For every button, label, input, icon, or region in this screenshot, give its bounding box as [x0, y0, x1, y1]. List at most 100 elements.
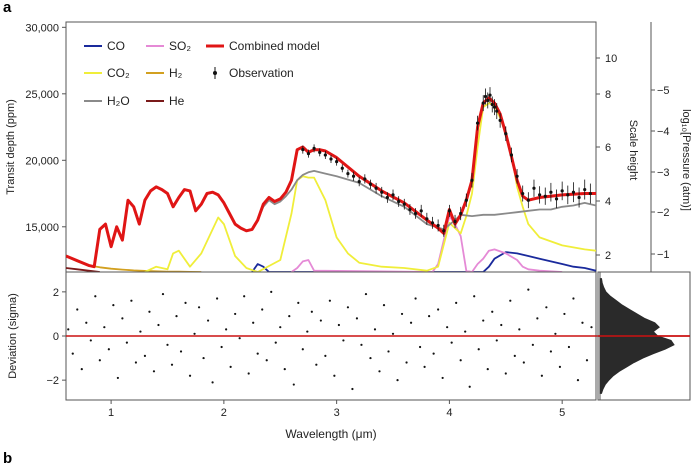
residual-point [130, 299, 133, 302]
residual-point [274, 341, 277, 344]
top-plot-frame [65, 21, 597, 273]
pressure-axis-label: log₁₀[Pressure (atm)] [680, 109, 692, 211]
observation-point [425, 217, 429, 221]
y-tick-label: 25,000 [25, 89, 59, 101]
residual-point [301, 348, 304, 351]
residual-point [342, 339, 345, 342]
model-lines [66, 96, 596, 272]
transit-depth-panel: 15,000 20,000 25,000 30,000 Transit depth (p… [5, 21, 692, 273]
residual-point [509, 299, 512, 302]
series-he-line [66, 267, 100, 272]
pressure-tick-label: −4 [657, 126, 670, 138]
residual-point [540, 374, 543, 377]
residual-point [477, 348, 480, 351]
residual-point [504, 372, 507, 375]
residual-y-axis-label: Deviation (sigma) [7, 293, 19, 379]
y-tick-label: 15,000 [25, 222, 59, 234]
residual-point [545, 306, 548, 309]
observation-point [368, 182, 373, 186]
residual-point [188, 374, 192, 377]
residual-point [243, 295, 246, 298]
observation-point [391, 193, 395, 197]
observation-point [577, 195, 581, 200]
observation-point [515, 174, 519, 178]
residual-point [455, 301, 458, 304]
y-axis-label: Transit depth (ppm) [5, 99, 17, 195]
residual-point [184, 301, 187, 304]
observation-point [521, 191, 525, 196]
observation-point [419, 209, 423, 213]
residual-point [418, 345, 422, 349]
residual-point [112, 304, 115, 307]
series-so-line [290, 215, 563, 272]
residual-point [405, 361, 408, 364]
observation-point [464, 198, 468, 202]
residual-point [225, 328, 228, 331]
legend-label-co: CO [107, 39, 125, 53]
residual-point [80, 368, 83, 371]
residual-point [229, 365, 232, 368]
residual-point [220, 345, 223, 349]
residual-point [400, 312, 404, 316]
residual-point [89, 339, 92, 342]
observation-point [329, 157, 333, 161]
residual-point [94, 295, 97, 298]
residual-point [161, 292, 165, 296]
observation-point [554, 197, 559, 201]
residual-point [193, 332, 196, 335]
residual-point [116, 376, 119, 380]
residual-point [265, 359, 268, 362]
observation-point [318, 150, 322, 154]
observation-point [504, 132, 508, 136]
residual-point [581, 321, 584, 324]
residual-y-tick-label: 0 [53, 331, 59, 343]
observation-point [543, 194, 547, 198]
residual-point [382, 304, 386, 307]
residual-point [387, 350, 390, 353]
legend-label-so: SO₂ [169, 39, 191, 53]
y-tick-label: 30,000 [25, 22, 59, 34]
residual-point [288, 315, 291, 318]
residual-point [373, 328, 377, 331]
observation-point [374, 186, 378, 190]
residual-point [441, 376, 444, 380]
observation-point [323, 153, 327, 157]
residual-panel: −2 0 2 1 2 3 4 5 Wavelength (μm) Deviation (sigma… [7, 271, 690, 441]
residual-point [261, 308, 264, 311]
observation-point [312, 146, 316, 150]
legend-label-co: CO₂ [107, 66, 130, 80]
residual-point [473, 295, 476, 298]
residual-point [297, 301, 300, 304]
residual-point [585, 359, 589, 362]
pressure-tick-label: −2 [657, 207, 670, 219]
residual-point [500, 323, 503, 327]
observation-point [490, 102, 494, 107]
observation-point [481, 101, 485, 105]
residual-point [572, 297, 575, 300]
residual-point [247, 372, 250, 375]
observation-point [306, 152, 311, 156]
residual-point [306, 330, 309, 333]
residual-point [576, 379, 580, 382]
pressure-tick-label: −1 [657, 249, 670, 261]
legend-label-observation: Observation [229, 66, 294, 80]
legend: CO SO₂ Combined model CO₂ H₂ Observation H₂O He [84, 39, 320, 108]
residual-point [414, 297, 417, 300]
residual-point [98, 359, 101, 362]
observation-point [335, 160, 339, 164]
residual-point [409, 321, 413, 324]
residual-point [324, 354, 327, 357]
observation-point [453, 219, 457, 224]
observation-point [430, 221, 435, 225]
residual-point [378, 370, 381, 373]
series-h-o-line [93, 170, 596, 267]
observation-point [340, 166, 344, 170]
residual-point [175, 315, 178, 318]
scale-height-axis-label: Scale height [627, 120, 639, 181]
residual-point [391, 332, 395, 335]
residual-point [125, 341, 128, 344]
observation-point [447, 209, 452, 213]
residual-point [468, 385, 471, 388]
residual-point [292, 383, 295, 386]
residual-point [283, 368, 286, 371]
